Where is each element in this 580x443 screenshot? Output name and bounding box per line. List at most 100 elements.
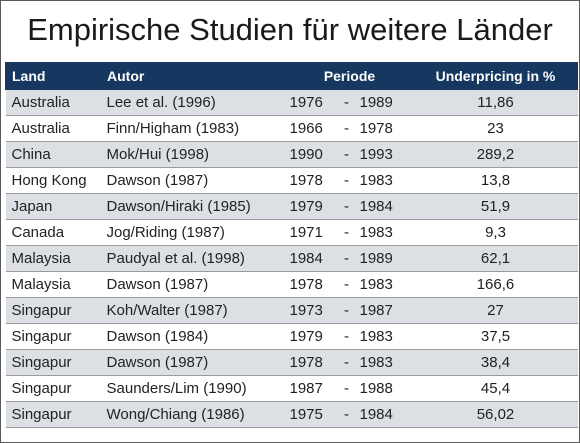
period-separator: -: [344, 406, 349, 423]
cell-autor: Saunders/Lim (1990): [102, 375, 286, 402]
cell-underpricing: 62,1: [413, 245, 578, 272]
period-separator: -: [344, 328, 349, 345]
period-end: 1989: [359, 250, 393, 267]
cell-periode: 1979 -1984: [285, 193, 414, 220]
period-separator: -: [344, 198, 349, 215]
cell-periode: 1978 -1983: [285, 349, 414, 376]
table-body: Australia Lee et al. (1996) 1976-1989 11,86…: [5, 89, 578, 428]
header-autor: Autor: [102, 62, 286, 90]
table-row: China Mok/Hui (1998) 1990 -1993 289,2: [5, 141, 578, 168]
period-separator: -: [344, 250, 349, 267]
cell-underpricing: 27: [413, 297, 578, 324]
cell-underpricing: 166,6: [413, 271, 578, 298]
period-start: 1987: [289, 380, 323, 397]
studies-table: Land Autor Periode Underpricing in % Aus…: [5, 62, 578, 428]
period-start: 1973: [289, 302, 323, 319]
cell-land: Canada: [5, 219, 103, 246]
period-end: 1989: [359, 94, 393, 111]
cell-autor: Paudyal et al. (1998): [102, 245, 286, 272]
cell-autor: Koh/Walter (1987): [102, 297, 286, 324]
period-start: 1966: [289, 120, 323, 137]
table-row: Singapur Dawson (1987) 1978 -1983 38,4: [5, 349, 578, 376]
table-row: Singapur Saunders/Lim (1990) 1987 -1988 45,4: [5, 375, 578, 402]
period-separator: -: [344, 224, 349, 241]
cell-periode: 1990 -1993: [285, 141, 414, 168]
cell-underpricing: 11,86: [413, 89, 578, 116]
cell-land: Malaysia: [5, 271, 103, 298]
period-start: 1978: [289, 276, 323, 293]
cell-periode: 1966 -1978: [285, 115, 414, 142]
cell-land: Australia: [5, 115, 103, 142]
cell-land: Singapur: [5, 297, 103, 324]
cell-land: Australia: [5, 89, 103, 116]
period-separator: -: [344, 302, 349, 319]
table-row: Singapur Wong/Chiang (1986) 1975 -1984 56,02: [5, 401, 578, 428]
cell-land: China: [5, 141, 103, 168]
table-row: Hong Kong Dawson (1987) 1978 -1983 13,8: [5, 167, 578, 194]
period-start: 1990: [289, 146, 323, 163]
period-end: 1983: [359, 328, 393, 345]
cell-underpricing: 37,5: [413, 323, 578, 350]
period-separator: -: [344, 172, 349, 189]
period-end: 1978: [359, 120, 393, 137]
cell-autor: Finn/Higham (1983): [102, 115, 286, 142]
period-start: 1976: [289, 94, 323, 111]
cell-land: Malaysia: [5, 245, 103, 272]
cell-land: Singapur: [5, 323, 103, 350]
cell-underpricing: 38,4: [413, 349, 578, 376]
table-row: Singapur Koh/Walter (1987) 1973 -1987 27: [5, 297, 578, 324]
cell-periode: 1978 -1983: [285, 271, 414, 298]
table-row: Malaysia Paudyal et al. (1998) 1984 -1989 62…: [5, 245, 578, 272]
cell-autor: Dawson (1987): [102, 271, 286, 298]
cell-autor: Dawson (1987): [102, 167, 286, 194]
table-header-row: Land Autor Periode Underpricing in %: [5, 62, 578, 90]
cell-land: Hong Kong: [5, 167, 103, 194]
cell-underpricing: 23: [413, 115, 578, 142]
period-end: 1983: [359, 354, 393, 371]
cell-autor: Dawson/Hiraki (1985): [102, 193, 286, 220]
cell-autor: Lee et al. (1996): [102, 89, 286, 116]
cell-land: Singapur: [5, 401, 103, 428]
cell-periode: 1976 -1989: [285, 89, 414, 116]
cell-land: Japan: [5, 193, 103, 220]
period-separator: -: [344, 120, 349, 137]
table-row: Singapur Dawson (1984) 1979 -1983 37,5: [5, 323, 578, 350]
cell-land: Singapur: [5, 349, 103, 376]
period-end: 1984: [359, 198, 393, 215]
period-start: 1979: [289, 328, 323, 345]
cell-periode: 1971 -1983: [285, 219, 414, 246]
cell-underpricing: 45,4: [413, 375, 578, 402]
cell-underpricing: 9,3: [413, 219, 578, 246]
period-end: 1983: [359, 172, 393, 189]
period-separator: -: [344, 354, 349, 371]
table-row: Australia Finn/Higham (1983) 1966 -1978 23: [5, 115, 578, 142]
cell-autor: Dawson (1984): [102, 323, 286, 350]
header-periode: Periode: [285, 62, 414, 90]
period-start: 1979: [289, 198, 323, 215]
period-end: 1993: [359, 146, 393, 163]
period-start: 1978: [289, 354, 323, 371]
cell-underpricing: 289,2: [413, 141, 578, 168]
table-row: Malaysia Dawson (1987) 1978 -1983 166,6: [5, 271, 578, 298]
cell-autor: Mok/Hui (1998): [102, 141, 286, 168]
cell-periode: 1987 -1988: [285, 375, 414, 402]
cell-underpricing: 56,02: [413, 401, 578, 428]
cell-land: Singapur: [5, 375, 103, 402]
cell-periode: 1984 -1989: [285, 245, 414, 272]
table-row: Japan Dawson/Hiraki (1985) 1979 -1984 51,9: [5, 193, 578, 220]
period-start: 1978: [289, 172, 323, 189]
period-start: 1984: [289, 250, 323, 267]
cell-underpricing: 13,8: [413, 167, 578, 194]
cell-periode: 1978 -1983: [285, 167, 414, 194]
header-underpricing: Underpricing in %: [413, 62, 578, 90]
period-separator: -: [344, 380, 349, 397]
period-start: 1971: [289, 224, 323, 241]
cell-periode: 1973 -1987: [285, 297, 414, 324]
cell-periode: 1975 -1984: [285, 401, 414, 428]
period-separator: -: [344, 94, 349, 111]
cell-periode: 1979 -1983: [285, 323, 414, 350]
page-title: Empirische Studien für weitere Länder: [27, 12, 553, 47]
cell-autor: Jog/Riding (1987): [102, 219, 286, 246]
period-end: 1983: [359, 224, 393, 241]
